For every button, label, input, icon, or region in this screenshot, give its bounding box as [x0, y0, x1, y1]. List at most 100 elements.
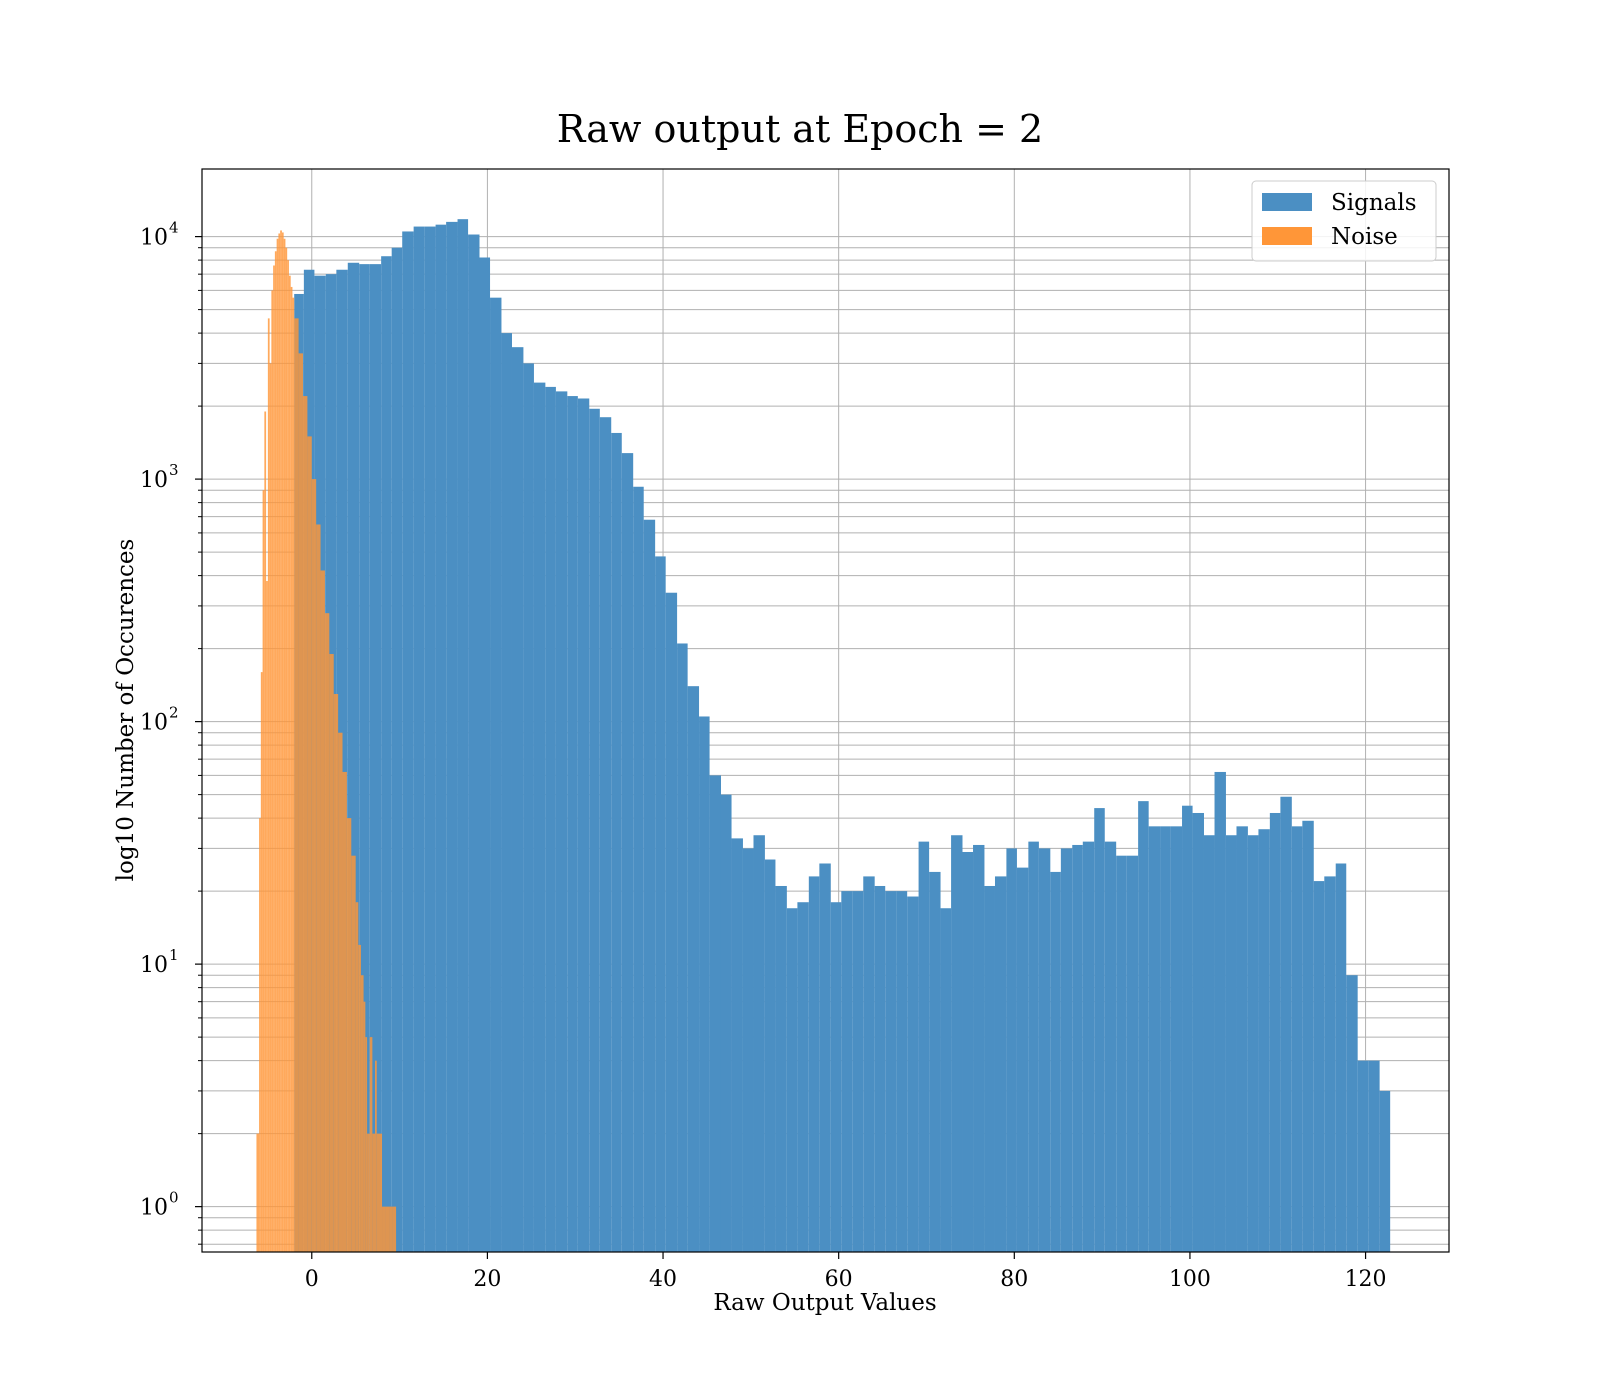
- signals-bar-23: [545, 386, 556, 1252]
- noise-bar-36: [358, 944, 361, 1252]
- signals-bar-16: [468, 234, 480, 1252]
- signals-bar-12: [424, 226, 436, 1253]
- noise-bar-46: [385, 1206, 390, 1252]
- plot-frame: [201, 168, 1450, 1253]
- signals-bar-6: [359, 264, 370, 1252]
- noise-bar-37: [360, 975, 364, 1252]
- signals-bar-31: [633, 486, 644, 1253]
- signals-bar-43: [764, 859, 776, 1252]
- noise-bar-34: [351, 855, 356, 1252]
- x-tick-label-1: 20: [473, 1267, 501, 1292]
- signals-bar-41: [742, 848, 754, 1252]
- signals-bar-24: [555, 391, 568, 1252]
- signals-bar-33: [655, 556, 666, 1252]
- noise-bar-19: [290, 286, 293, 1253]
- signals-bar-78: [1148, 826, 1161, 1252]
- noise-bar-24: [307, 436, 312, 1253]
- signals-bar-48: [819, 863, 831, 1252]
- signals-bar-66: [1016, 867, 1029, 1252]
- noise-bar-9: [273, 265, 275, 1253]
- signals-bar-54: [885, 891, 897, 1252]
- signals-bars: [294, 219, 1391, 1253]
- x-tick-label-4: 80: [1000, 1267, 1028, 1292]
- noise-bar-6: [267, 318, 270, 1252]
- signals-bar-94: [1324, 876, 1336, 1252]
- noise-bar-22: [298, 353, 303, 1252]
- noise-bar-45: [382, 1206, 386, 1252]
- signals-bar-29: [611, 432, 622, 1252]
- signals-bar-57: [918, 841, 930, 1252]
- y-tick-exponent-2: 2: [169, 704, 179, 722]
- signals-bar-38: [709, 775, 721, 1252]
- signals-bar-64: [994, 876, 1007, 1252]
- y-tick-label-2: 10: [140, 711, 168, 736]
- signals-bar-51: [852, 891, 864, 1252]
- noise-bar-4: [264, 411, 267, 1252]
- signals-bar-77: [1138, 801, 1149, 1252]
- signals-bar-26: [577, 398, 590, 1252]
- legend-label-noise: Noise: [1331, 224, 1398, 250]
- legend-swatch-signals: [1262, 193, 1312, 211]
- signals-bar-5: [347, 262, 360, 1253]
- noise-bar-17: [287, 260, 289, 1252]
- noise-bar-38: [363, 1001, 366, 1252]
- noise-bar-48: [392, 1206, 397, 1252]
- signals-bar-73: [1094, 808, 1105, 1252]
- noise-bar-35: [355, 902, 359, 1252]
- noise-bar-15: [283, 238, 286, 1252]
- signals-bar-99: [1379, 1090, 1391, 1252]
- signals-bar-30: [621, 453, 634, 1253]
- signals-bar-87: [1247, 835, 1259, 1252]
- y-tick-label-1: 10: [140, 953, 168, 978]
- signals-bar-81: [1182, 805, 1193, 1252]
- noise-bar-47: [389, 1206, 393, 1252]
- signals-bar-80: [1170, 826, 1183, 1252]
- signals-bar-98: [1368, 1060, 1380, 1252]
- signals-bar-50: [841, 891, 853, 1252]
- noise-bar-29: [329, 654, 334, 1252]
- noise-bar-27: [320, 570, 325, 1252]
- signals-bar-95: [1335, 863, 1347, 1252]
- noise-bar-18: [288, 275, 291, 1252]
- signals-bar-34: [665, 592, 678, 1252]
- signals-bar-22: [533, 382, 546, 1252]
- signals-bar-67: [1028, 841, 1039, 1252]
- signals-bar-35: [677, 643, 688, 1252]
- x-tick-label-5: 100: [1169, 1267, 1211, 1292]
- noise-bars: [256, 230, 397, 1253]
- noise-bar-12: [278, 233, 281, 1253]
- x-axis-label: Raw Output Values: [713, 1290, 936, 1316]
- signals-bar-85: [1225, 835, 1237, 1252]
- noise-bar-20: [292, 297, 295, 1253]
- signals-bar-55: [896, 891, 908, 1252]
- signals-bar-92: [1302, 820, 1314, 1252]
- signals-bar-17: [479, 257, 491, 1253]
- legend-label-signals: Signals: [1331, 190, 1417, 216]
- legend: Signals Noise: [1251, 180, 1437, 262]
- noise-bar-11: [276, 238, 279, 1252]
- noise-bar-44: [376, 1133, 383, 1252]
- legend-swatch-noise: [1262, 227, 1312, 245]
- signals-bar-52: [863, 876, 875, 1252]
- signals-bar-47: [808, 876, 820, 1252]
- signals-bar-40: [731, 838, 743, 1252]
- signals-bar-13: [435, 224, 447, 1253]
- signals-bar-21: [523, 363, 534, 1253]
- noise-bar-41: [369, 1037, 373, 1252]
- noise-bar-3: [262, 490, 265, 1252]
- signals-bar-91: [1291, 826, 1303, 1252]
- noise-bar-43: [374, 1060, 377, 1252]
- signals-bar-11: [413, 226, 425, 1253]
- signals-bar-101: [393, 1133, 397, 1252]
- signals-bar-96: [1346, 975, 1358, 1252]
- signals-bar-72: [1082, 841, 1095, 1252]
- y-axis-label: log10 Number of Occurences: [113, 539, 139, 882]
- signals-bar-68: [1038, 848, 1051, 1252]
- signals-bar-37: [699, 716, 710, 1252]
- signals-bar-32: [643, 519, 656, 1252]
- signals-bar-75: [1116, 855, 1127, 1252]
- signals-bar-53: [874, 885, 886, 1252]
